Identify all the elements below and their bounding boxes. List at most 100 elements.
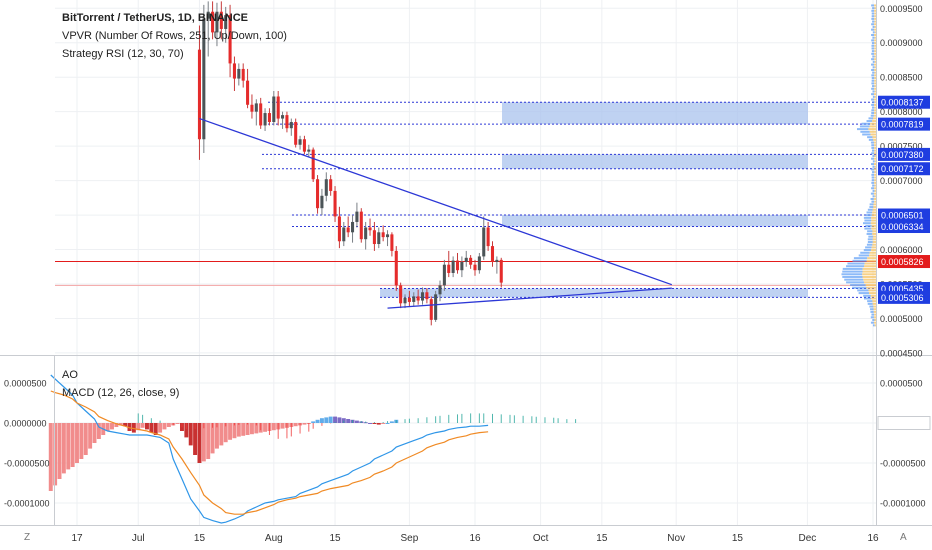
macd-axis-label: 0.0000500 [880,379,923,389]
volume-bar-up [871,74,875,77]
volume-bar-down [874,7,876,10]
ao-bar [241,423,246,436]
volume-bar-down [874,63,876,66]
ao-bar [219,423,224,446]
time-axis-label: 16 [867,533,879,544]
strategy-legend[interactable]: Strategy RSI (12, 30, 70) [62,48,184,60]
volume-bar-up [868,235,873,238]
candle-body [377,232,381,245]
ao-bar [193,423,198,455]
volume-bar-up [864,219,872,222]
ao-bar [61,423,66,474]
volume-bar-down [874,74,876,77]
volume-bar-down [874,25,876,28]
volume-bar-down [870,222,876,225]
ao-legend[interactable]: AO [62,369,78,381]
candle-body [346,227,350,233]
ao-bar [153,423,158,435]
price-tag-bg [878,208,930,222]
macd-line [50,374,489,524]
volume-bar-down [872,238,876,241]
ao-bar [105,423,110,431]
resistance-zone [502,214,808,227]
volume-bar-up [857,289,869,292]
volume-bar-down [874,154,876,157]
volume-bar-up [867,238,873,241]
volume-bar-up [872,31,875,34]
ao-bar [228,423,233,440]
volume-bar-up [863,249,872,252]
volume-bar-up [871,39,875,42]
ao-bar [346,419,351,423]
candle-body [355,211,359,222]
volume-bar-down [864,265,876,268]
volume-bar-up [872,154,875,157]
volume-bar-down [871,249,876,252]
candle-body [364,227,368,240]
volume-bar-down [874,55,876,58]
volume-bar-down [864,281,876,284]
ao-bar [92,423,97,443]
volume-bar-down [874,71,876,74]
volume-bar-down [874,52,876,55]
candle-body [307,149,311,152]
volume-bar-down [871,216,876,219]
volume-bar-up [872,189,875,192]
volume-bar-down [874,77,876,80]
candle-body [412,296,416,302]
volume-bar-down [874,79,876,82]
candlesticks [197,1,503,326]
candle-body [486,227,490,247]
time-axis-label: 15 [732,533,744,544]
volume-bar-up [866,232,873,235]
resistance-zone [380,288,808,298]
ao-bar [162,423,167,430]
auto-scale-button[interactable]: A [900,532,907,543]
volume-bar-down [874,47,876,50]
time-axis-label: 15 [329,533,341,544]
zoom-icon[interactable]: Z [24,532,31,543]
volume-bar-up [871,42,875,45]
volume-bar-down [872,120,876,123]
volume-bar-down [873,305,876,308]
volume-bar-up [871,157,875,160]
volume-bar-up [871,58,875,61]
volume-bar-down [865,284,876,287]
volume-bar-down [872,241,876,244]
volume-bar-down [872,243,876,246]
volume-bar-down [874,184,876,187]
candle-body [455,260,460,271]
candle-body [451,260,455,273]
candle-body [425,292,429,300]
candle-body [359,211,363,240]
candle-body [206,11,210,19]
volume-bar-down [870,122,876,125]
ao-bar [223,423,228,443]
volume-bar-down [874,87,876,90]
candle-body [272,96,276,123]
trendlines [199,117,673,309]
volume-bar-up [846,281,865,284]
price-tag-label: 0.0006334 [881,222,924,232]
candle-body [342,227,346,242]
macd-legend[interactable]: MACD (12, 26, close, 9) [62,387,180,399]
candle-body [311,149,315,180]
trendline [387,287,672,309]
ao-bar [79,423,84,459]
candle-body [197,49,201,140]
candle-body [320,195,324,209]
volume-bar-down [874,109,876,112]
vpvr-legend[interactable]: VPVR (Number Of Rows, 251, Up/Down, 100) [62,30,287,42]
volume-bar-down [872,235,876,238]
ao-bar [131,423,136,433]
candle-body [477,256,481,271]
volume-bar-down [874,60,876,63]
volume-bar-down [872,230,876,233]
volume-bar-up [872,160,875,163]
volume-bar-up [871,152,875,155]
volume-bar-up [872,20,875,23]
volume-bar-down [874,149,876,152]
candle-body [316,179,320,209]
volume-bar-down [873,138,876,141]
macd-axis-label: -0.0000500 [880,459,926,469]
